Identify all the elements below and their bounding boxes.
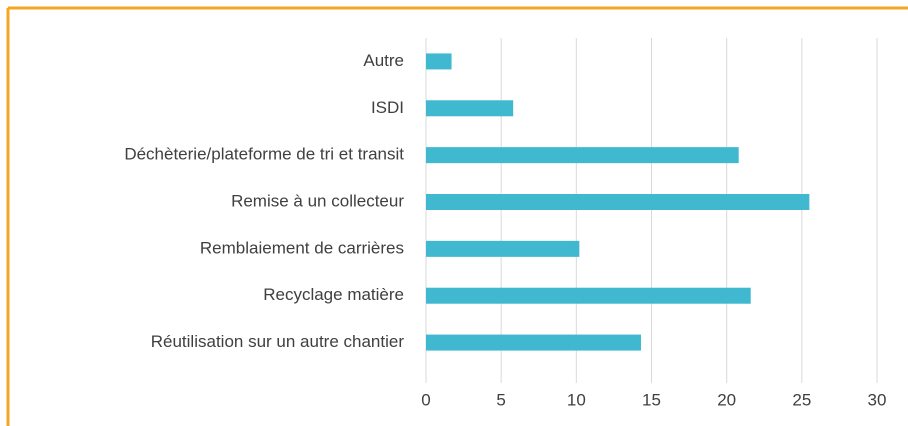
bar xyxy=(426,194,810,210)
bar xyxy=(426,334,641,351)
x-tick-label: 30 xyxy=(868,390,887,409)
bar xyxy=(426,100,514,117)
bar xyxy=(426,287,751,304)
y-tick-label: Remise à un collecteur xyxy=(231,191,404,210)
bar xyxy=(426,240,580,257)
x-tick-label: 0 xyxy=(421,390,430,409)
bar xyxy=(426,53,452,70)
x-tick-label: 15 xyxy=(642,390,661,409)
x-tick-label: 25 xyxy=(792,390,811,409)
y-tick-label: Déchèterie/plateforme de tri et transit xyxy=(124,145,404,164)
y-tick-label: Recyclage matière xyxy=(263,285,404,304)
y-tick-label: Réutilisation sur un autre chantier xyxy=(151,332,405,351)
bar xyxy=(426,147,739,164)
x-tick-label: 20 xyxy=(717,390,736,409)
y-tick-label: Remblaiement de carrières xyxy=(200,238,404,257)
y-tick-label: Autre xyxy=(363,51,404,70)
x-tick-label: 5 xyxy=(496,390,505,409)
x-tick-label: 10 xyxy=(567,390,586,409)
y-tick-label: ISDI xyxy=(371,98,404,117)
